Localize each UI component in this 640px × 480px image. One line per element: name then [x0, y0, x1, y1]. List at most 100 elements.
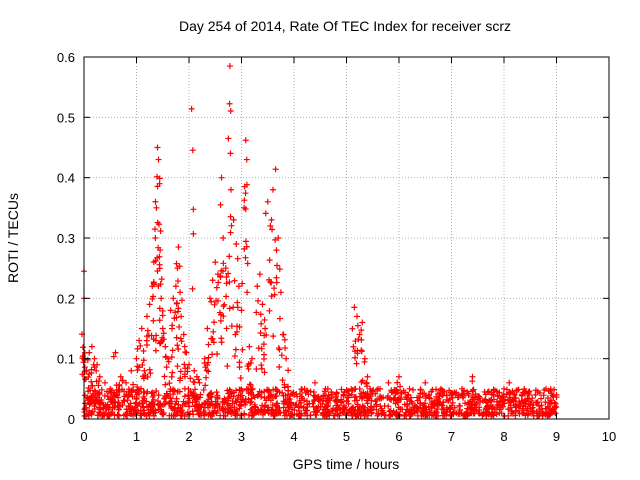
data-point: [356, 393, 363, 400]
data-point: [144, 313, 150, 320]
data-point: [551, 408, 558, 415]
data-point: [260, 355, 267, 362]
data-point: [266, 307, 273, 314]
data-point: [220, 235, 227, 241]
data-point: [433, 409, 440, 416]
data-point: [137, 342, 144, 349]
data-point: [356, 385, 363, 392]
data-point: [348, 386, 355, 393]
data-point: [345, 392, 352, 399]
data-point: [272, 393, 279, 400]
data-point: [403, 394, 410, 401]
data-point: [262, 325, 269, 332]
data-point: [265, 387, 272, 394]
data-point: [236, 401, 243, 408]
data-point: [126, 402, 133, 409]
data-point: [98, 399, 105, 406]
data-point: [402, 393, 409, 400]
data-point: [550, 393, 557, 400]
data-point: [503, 391, 510, 398]
data-point: [91, 387, 98, 394]
data-point: [141, 389, 148, 396]
data-point: [242, 190, 249, 197]
data-point: [390, 408, 397, 415]
data-point: [463, 408, 470, 415]
data-point: [182, 349, 189, 356]
data-point: [85, 412, 92, 419]
data-point: [181, 412, 188, 419]
x-tick-label: 9: [553, 429, 560, 444]
x-tick-label: 1: [133, 429, 140, 444]
data-point: [469, 396, 476, 403]
data-point: [244, 289, 251, 296]
data-point: [151, 226, 158, 233]
data-point: [261, 316, 268, 323]
data-point: [145, 403, 152, 410]
data-points: [78, 63, 560, 419]
data-point: [191, 403, 198, 410]
data-point: [226, 279, 233, 286]
data-point: [144, 327, 151, 334]
data-point: [173, 260, 180, 267]
data-point: [443, 392, 450, 399]
data-point: [358, 336, 365, 343]
data-point: [436, 393, 443, 400]
data-point: [220, 260, 227, 267]
data-point: [140, 404, 147, 411]
data-point: [150, 280, 157, 287]
data-point: [138, 325, 145, 332]
data-point: [224, 387, 231, 394]
data-point: [446, 396, 453, 403]
data-point: [107, 385, 114, 392]
data-point: [214, 350, 221, 357]
data-point: [232, 412, 239, 419]
data-point: [224, 363, 231, 370]
data-point: [95, 378, 102, 385]
data-point: [233, 328, 240, 335]
data-point: [496, 410, 503, 417]
data-point: [396, 373, 402, 380]
data-point: [200, 386, 207, 393]
data-point: [237, 392, 244, 399]
data-point: [490, 412, 497, 419]
data-point: [210, 339, 217, 346]
data-point: [246, 343, 253, 350]
data-point: [449, 394, 456, 401]
data-point: [231, 353, 238, 360]
data-point: [133, 355, 140, 362]
data-point: [281, 384, 288, 391]
data-point: [164, 392, 171, 399]
data-point: [202, 382, 209, 389]
data-point: [218, 405, 225, 412]
x-tick-label: 6: [395, 429, 402, 444]
data-point: [228, 222, 235, 229]
data-point: [149, 295, 156, 302]
data-point: [180, 398, 187, 405]
data-point: [229, 398, 236, 405]
data-point: [385, 379, 392, 386]
data-point: [189, 285, 196, 292]
data-point: [394, 379, 401, 386]
data-point: [291, 391, 297, 398]
data-point: [368, 388, 375, 395]
data-point: [343, 397, 350, 404]
data-point: [147, 370, 154, 377]
data-point: [269, 406, 276, 413]
data-point: [247, 399, 254, 406]
data-point: [234, 255, 241, 262]
data-point: [152, 257, 159, 264]
data-point: [133, 396, 140, 403]
data-point: [214, 408, 221, 415]
data-point: [162, 381, 169, 388]
data-point: [191, 367, 198, 374]
data-point: [282, 398, 289, 405]
data-point: [426, 394, 433, 401]
data-point: [388, 387, 395, 394]
data-point: [485, 388, 492, 395]
data-point: [511, 391, 518, 398]
data-point: [150, 410, 157, 417]
data-point: [480, 397, 486, 404]
data-point: [222, 408, 229, 415]
data-point: [401, 412, 408, 419]
data-point: [500, 390, 507, 397]
